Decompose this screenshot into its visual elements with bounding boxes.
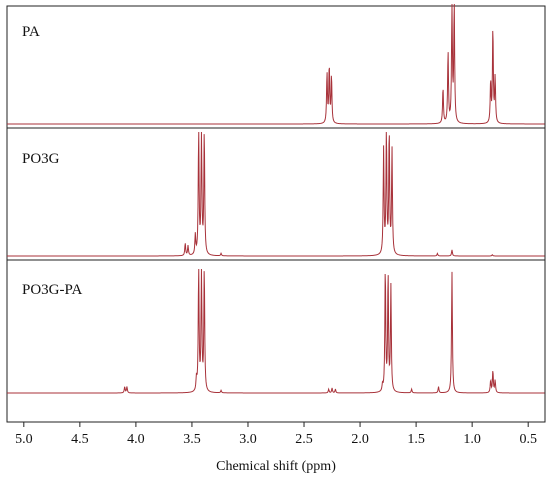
x-axis-title: Chemical shift (ppm) <box>216 459 336 474</box>
panel-label-pa: PA <box>22 24 40 40</box>
x-tick-label: 3.5 <box>183 432 201 447</box>
x-tick-label: 0.5 <box>519 432 537 447</box>
x-axis-ticks: 5.0 4.5 4.0 3.5 3.0 2.5 2.0 1.5 1.0 0.5 <box>15 422 537 447</box>
spectrum-trace-pa <box>7 3 545 125</box>
x-tick-label: 1.5 <box>407 432 425 447</box>
panel-label-po3g-pa: PO3G-PA <box>22 282 82 298</box>
spectrum-trace-po3g-pa <box>7 268 545 394</box>
panel-label-po3g: PO3G <box>22 151 60 167</box>
x-tick-label: 1.0 <box>463 432 481 447</box>
spectrum-traces <box>7 3 545 394</box>
x-tick-label: 2.5 <box>295 432 313 447</box>
x-tick-label: 4.5 <box>71 432 89 447</box>
x-tick-label: 2.0 <box>351 432 369 447</box>
x-tick-label: 4.0 <box>127 432 145 447</box>
spectrum-trace-po3g <box>7 131 545 257</box>
x-tick-label: 5.0 <box>15 432 33 447</box>
plot-frame <box>6 5 546 423</box>
x-tick-label: 3.0 <box>239 432 257 447</box>
